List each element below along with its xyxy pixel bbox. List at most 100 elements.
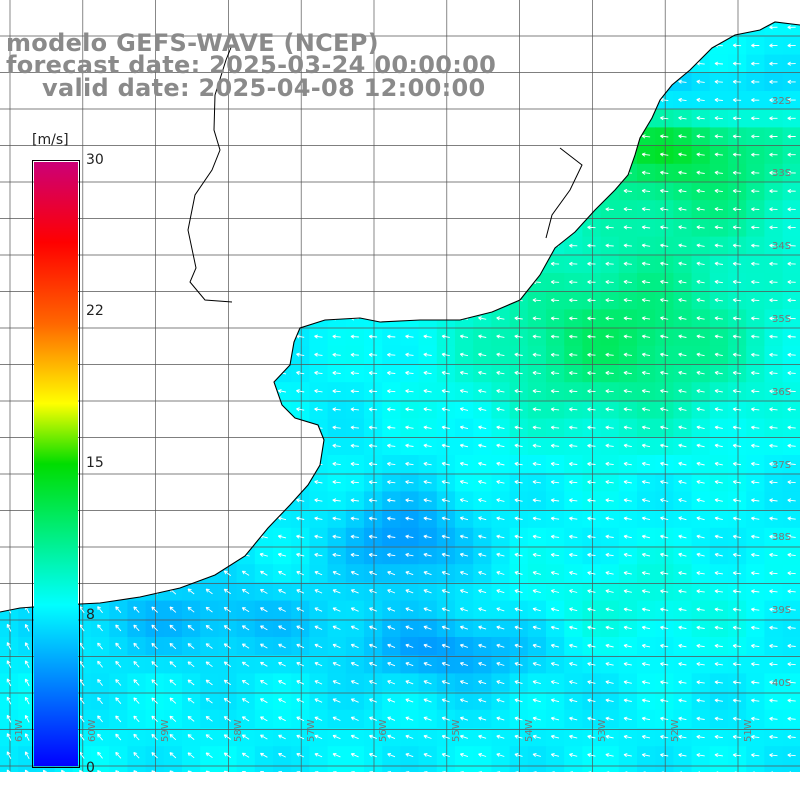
wind-arrow bbox=[751, 225, 760, 230]
wind-arrow bbox=[714, 261, 723, 266]
wind-arrow bbox=[751, 261, 760, 266]
wind-arrow bbox=[787, 261, 796, 266]
wind-arrow bbox=[714, 116, 723, 121]
wind-arrow bbox=[678, 116, 687, 121]
wind-arrow bbox=[641, 134, 651, 139]
wind-arrow bbox=[787, 61, 796, 66]
wind-arrow bbox=[696, 225, 705, 230]
lon-label: 59W bbox=[160, 719, 171, 742]
wind-arrow bbox=[641, 261, 651, 266]
wind-arrow bbox=[714, 207, 723, 212]
wind-arrow bbox=[714, 188, 723, 194]
wind-arrow bbox=[769, 61, 778, 66]
wind-arrow bbox=[751, 188, 760, 194]
lat-lon-grid bbox=[0, 0, 800, 772]
wind-arrow bbox=[769, 116, 778, 121]
wind-arrow bbox=[751, 134, 760, 139]
colorbar bbox=[32, 160, 80, 768]
lon-label: 58W bbox=[233, 719, 244, 742]
lon-label: 56W bbox=[378, 719, 389, 742]
wind-arrow bbox=[641, 225, 651, 230]
wind-speed-cell bbox=[782, 22, 800, 37]
lat-label: 38S bbox=[772, 532, 792, 543]
lon-label: 53W bbox=[597, 719, 608, 742]
wind-arrow bbox=[660, 243, 669, 248]
wind-arrow bbox=[751, 207, 760, 212]
wind-arrow bbox=[751, 116, 760, 121]
wind-arrow bbox=[732, 207, 742, 212]
wind-arrow bbox=[751, 243, 760, 248]
wind-arrow bbox=[714, 97, 723, 103]
lat-label: 32S bbox=[772, 96, 792, 107]
wind-arrow bbox=[732, 261, 742, 266]
lon-label: 57W bbox=[306, 719, 317, 742]
wind-arrow bbox=[732, 225, 742, 230]
lon-label: 55W bbox=[451, 719, 462, 742]
wind-arrow bbox=[787, 98, 796, 103]
wind-arrow bbox=[678, 188, 687, 193]
wind-arrow bbox=[660, 134, 669, 139]
wind-arrow bbox=[714, 152, 723, 157]
wind-arrow bbox=[623, 261, 632, 266]
wind-arrow bbox=[569, 243, 578, 248]
wind-arrow bbox=[714, 79, 723, 84]
wind-arrow bbox=[714, 61, 723, 66]
wind-arrow bbox=[605, 225, 614, 230]
wind-arrow bbox=[714, 243, 723, 248]
wind-arrow bbox=[660, 116, 669, 121]
wind-arrow bbox=[660, 188, 669, 193]
wind-arrow bbox=[696, 243, 705, 248]
lat-label: 40S bbox=[772, 678, 792, 689]
wind-arrow bbox=[641, 152, 651, 157]
lon-label: 60W bbox=[87, 719, 98, 742]
wind-arrow bbox=[678, 152, 687, 157]
wind-arrow bbox=[787, 43, 796, 48]
wind-arrow bbox=[641, 207, 651, 212]
wind-arrow bbox=[605, 207, 614, 212]
wind-arrow bbox=[769, 207, 778, 212]
wind-arrow bbox=[641, 243, 651, 248]
lat-label: 35S bbox=[772, 314, 792, 325]
lon-label: 52W bbox=[670, 719, 681, 742]
wind-arrow bbox=[732, 43, 742, 48]
wind-arrow bbox=[587, 225, 596, 230]
wind-arrow bbox=[751, 98, 760, 103]
wind-arrow bbox=[732, 116, 742, 121]
wind-arrow bbox=[787, 134, 796, 139]
wind-arrow bbox=[696, 152, 705, 157]
wind-arrow bbox=[623, 279, 632, 285]
wind-arrow bbox=[569, 261, 578, 266]
wind-arrow bbox=[587, 261, 596, 266]
lat-label: 37S bbox=[772, 460, 792, 471]
map-bottom-margin bbox=[0, 772, 800, 800]
wind-arrow bbox=[550, 261, 560, 266]
lat-label: 36S bbox=[772, 387, 792, 398]
wind-arrow bbox=[732, 134, 742, 139]
wind-arrow bbox=[550, 279, 560, 285]
colorbar-unit: [m/s] bbox=[32, 132, 69, 148]
wind-arrow bbox=[696, 97, 705, 103]
wind-arrow bbox=[732, 243, 742, 248]
wind-arrow bbox=[751, 61, 760, 66]
title-valid-date: valid date: 2025-04-08 12:00:00 bbox=[42, 74, 486, 102]
wind-arrow bbox=[641, 188, 651, 193]
lat-label: 34S bbox=[772, 241, 792, 252]
wind-arrow bbox=[605, 243, 614, 248]
wind-arrow bbox=[678, 207, 687, 212]
wind-arrow bbox=[751, 79, 760, 84]
wind-arrow bbox=[787, 152, 796, 157]
wind-arrow bbox=[787, 170, 796, 175]
wind-arrow bbox=[751, 170, 760, 175]
wind-arrow bbox=[678, 225, 687, 230]
lon-label: 54W bbox=[524, 719, 535, 742]
wind-arrow bbox=[678, 79, 687, 84]
wind-arrow bbox=[732, 152, 742, 157]
wind-arrow bbox=[787, 116, 796, 121]
wind-arrow bbox=[660, 261, 669, 266]
wind-arrow bbox=[660, 152, 669, 157]
wind-arrow bbox=[714, 225, 723, 230]
wind-arrow bbox=[769, 170, 778, 175]
wind-arrow bbox=[641, 170, 651, 175]
wind-arrow bbox=[769, 79, 778, 84]
